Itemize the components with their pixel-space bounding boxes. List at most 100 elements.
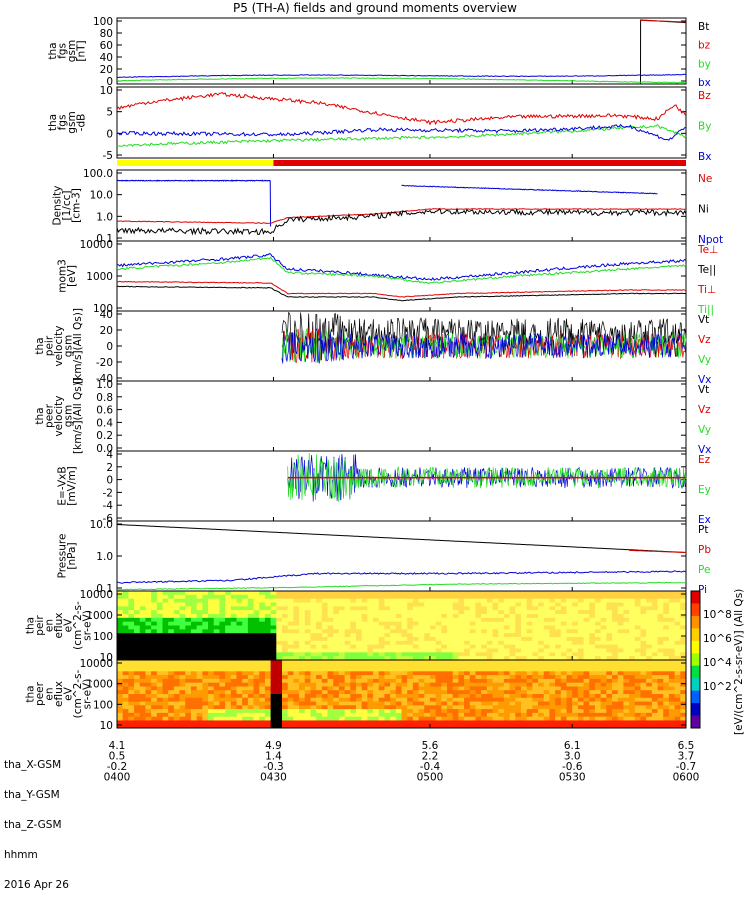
spectrogram-cell bbox=[264, 701, 272, 706]
spectrogram-cell bbox=[492, 625, 499, 630]
spectrogram-cell bbox=[640, 652, 647, 657]
spectrogram-cell bbox=[350, 682, 357, 687]
spectrogram-cell bbox=[612, 621, 619, 626]
spectrogram-cell bbox=[594, 724, 602, 729]
spectrogram-cell bbox=[668, 694, 676, 699]
spectrogram-cell bbox=[629, 663, 636, 669]
spectrogram-cell bbox=[208, 701, 215, 706]
spectrogram-cell bbox=[589, 712, 596, 718]
spectrogram-cell bbox=[549, 602, 556, 607]
spectrogram-cell bbox=[327, 716, 334, 721]
spectrogram-cell bbox=[680, 625, 687, 630]
spectrogram-cell bbox=[412, 709, 420, 714]
spectrogram-cell bbox=[589, 640, 596, 646]
spectrogram-cell bbox=[361, 705, 368, 710]
spectrogram-cell bbox=[259, 678, 266, 684]
spectrogram-cell bbox=[316, 675, 323, 680]
spectrogram-cell bbox=[316, 598, 323, 603]
y-tick-label: 100 bbox=[93, 631, 113, 643]
spectrogram-cell bbox=[384, 633, 391, 638]
spectrogram-cell bbox=[236, 610, 243, 615]
spectrogram-cell bbox=[600, 625, 607, 630]
spectrogram-cell bbox=[452, 591, 459, 596]
spectrogram-cell bbox=[276, 602, 283, 607]
spectrogram-cell bbox=[134, 629, 141, 634]
spectrogram-cell bbox=[560, 652, 568, 657]
spectrogram-cell bbox=[384, 606, 391, 611]
spectrogram-cell bbox=[606, 671, 613, 676]
spectrogram-cell bbox=[219, 629, 226, 634]
spectrogram-cell bbox=[390, 648, 397, 653]
colorbar-tick-label: 10^8 bbox=[703, 609, 732, 621]
spectrogram-cell bbox=[566, 644, 573, 649]
spectrogram-cell bbox=[219, 621, 226, 626]
spectrogram-cell bbox=[634, 701, 641, 706]
spectrogram-cell bbox=[623, 625, 630, 630]
spectrogram-cell bbox=[259, 690, 266, 695]
spectrogram-cell bbox=[657, 682, 664, 687]
spectrogram-cell bbox=[674, 656, 681, 661]
spectrogram-cell bbox=[378, 697, 385, 703]
spectrogram-cell bbox=[572, 663, 579, 669]
spectrogram-cell bbox=[128, 625, 135, 630]
spectrogram-cell bbox=[680, 667, 687, 672]
spectrogram-cell bbox=[247, 598, 255, 603]
spectrogram-cell bbox=[173, 594, 181, 600]
spectrogram-cell bbox=[390, 598, 397, 603]
spectrogram-cell bbox=[464, 594, 471, 600]
spectrogram-cell bbox=[213, 678, 220, 684]
spectrogram-cell bbox=[145, 682, 152, 687]
spectrogram-cell bbox=[304, 610, 311, 615]
spectrogram-cell bbox=[629, 606, 636, 611]
spectrogram-cell bbox=[327, 617, 334, 623]
spectrogram-cell bbox=[429, 652, 437, 657]
spectrogram-cell bbox=[401, 640, 408, 646]
spectrogram-cell bbox=[577, 690, 585, 695]
spectrogram-cell bbox=[594, 610, 602, 615]
spectrogram-cell bbox=[594, 686, 602, 691]
spectrogram-cell bbox=[560, 648, 568, 653]
spectrogram-cell bbox=[469, 606, 476, 611]
spectrogram-cell bbox=[543, 671, 550, 676]
spectrogram-cell bbox=[418, 594, 425, 600]
spectrogram-cell bbox=[429, 690, 437, 695]
spectrogram-cell bbox=[640, 644, 647, 649]
spectrogram-cell bbox=[577, 697, 585, 703]
spectrogram-cell bbox=[168, 675, 175, 680]
spectrogram-cell bbox=[173, 682, 181, 687]
spectrogram-cell bbox=[486, 594, 494, 600]
spectrogram-cell bbox=[577, 709, 585, 714]
spectrogram-cell bbox=[259, 617, 266, 623]
spectrogram-cell bbox=[151, 648, 158, 653]
spectrogram-cell bbox=[549, 682, 556, 687]
spectrogram-cell bbox=[378, 591, 385, 596]
spectrogram-cell bbox=[543, 606, 550, 611]
spectrogram-cell bbox=[447, 640, 454, 646]
spectrogram-cell bbox=[316, 610, 323, 615]
spectrogram-cell bbox=[651, 633, 659, 638]
spectrogram-cell bbox=[168, 652, 175, 657]
y-tick-label: 10.0 bbox=[90, 190, 113, 202]
spectrogram-cell bbox=[458, 629, 465, 634]
spectrogram-cell bbox=[663, 705, 670, 710]
spectrogram-cell bbox=[526, 675, 533, 680]
spectrogram-cell bbox=[412, 625, 420, 630]
spectrogram-cell bbox=[492, 667, 499, 672]
spectrogram-cell bbox=[384, 617, 391, 623]
spectrogram-cell bbox=[287, 716, 294, 721]
spectrogram-cell bbox=[526, 644, 533, 649]
spectrogram-cell bbox=[350, 694, 357, 699]
spectrogram-cell bbox=[219, 637, 226, 642]
spectrogram-cell bbox=[555, 716, 562, 721]
spectrogram-cell bbox=[577, 640, 585, 646]
spectrogram-cell bbox=[543, 610, 550, 615]
spectrogram-cell bbox=[577, 675, 585, 680]
panel-frame bbox=[116, 17, 687, 85]
spectrogram-cell bbox=[242, 602, 249, 607]
spectrogram-cell bbox=[515, 678, 522, 684]
spectrogram-cell bbox=[145, 686, 152, 691]
spectrogram-cell bbox=[162, 690, 169, 695]
mode-bar-slow bbox=[117, 160, 274, 166]
spectrogram-cell bbox=[583, 594, 590, 600]
spectrogram-cell bbox=[594, 598, 602, 603]
